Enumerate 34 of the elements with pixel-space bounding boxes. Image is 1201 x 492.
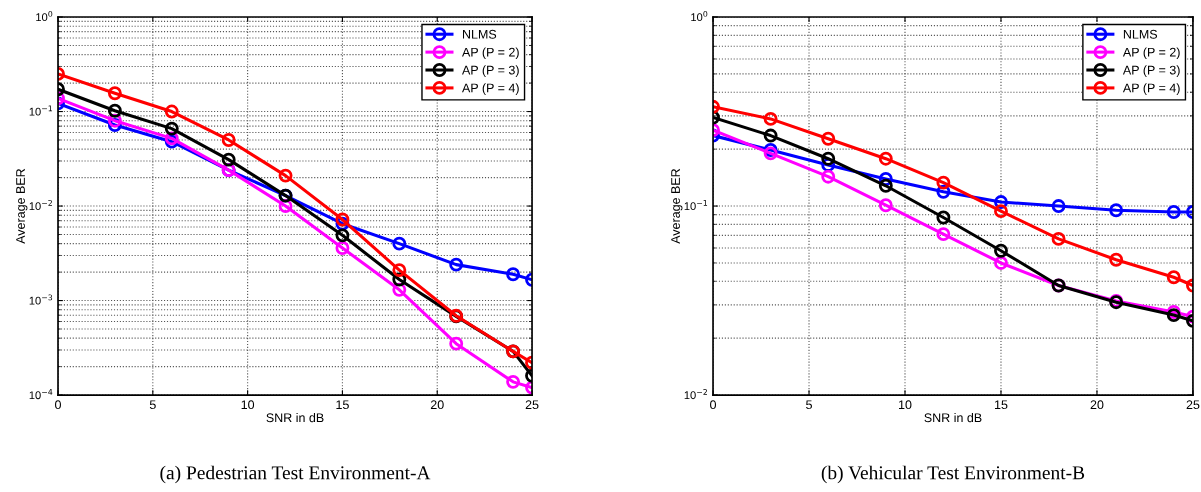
y-tick-label: 10$^{−2}$ [684, 388, 707, 400]
x-tick-label: 25 [1186, 400, 1200, 410]
x-tick-label: 20 [1090, 400, 1104, 410]
x-axis-title: SNR in dB [924, 412, 982, 423]
x-tick-label: 0 [55, 400, 61, 410]
text: (a) Pedestrian Test Environment-A [160, 465, 431, 484]
x-tick-label: 15 [994, 400, 1008, 410]
legend-label: AP (P = 3) [1122, 65, 1180, 77]
legend-label: AP (P = 2) [1122, 47, 1180, 60]
y-tick-label: 10$^{−1}$ [684, 200, 708, 211]
y-tick-label: 10$^{−1}$ [29, 105, 53, 116]
x-tick-label: 10 [241, 400, 255, 410]
x-tick-label: 20 [430, 400, 444, 410]
x-tick-label: 25 [525, 400, 539, 410]
text: (b) Vehicular Test Environment-B [821, 465, 1085, 484]
y-tick-label: 10$^{0}$ [691, 10, 708, 22]
x-tick-label: 5 [806, 400, 812, 410]
y-tick-label: 10$^{0}$ [36, 10, 53, 22]
y-tick-label: 10$^{−4}$ [29, 389, 53, 400]
legend-label: AP (P = 3) [462, 65, 519, 77]
y-tick-label: 10$^{−3}$ [29, 294, 53, 305]
legend-label: AP (P = 4) [1122, 83, 1180, 95]
x-tick-label: 0 [710, 400, 717, 410]
legend-label: NLMS [463, 29, 497, 39]
x-axis-title: SNR in dB [266, 412, 324, 423]
legend-label: AP (P = 2) [462, 47, 519, 60]
y-tick-label: 10$^{−2}$ [29, 199, 52, 211]
x-tick-label: 5 [149, 400, 156, 410]
y-axis-title: Average BER [16, 168, 28, 244]
x-tick-label: 10 [899, 400, 912, 410]
y-axis-title: Average BER [671, 168, 683, 244]
legend-label: AP (P = 4) [462, 83, 519, 95]
legend-label: NLMS [1123, 29, 1158, 39]
x-tick-label: 15 [336, 400, 349, 410]
